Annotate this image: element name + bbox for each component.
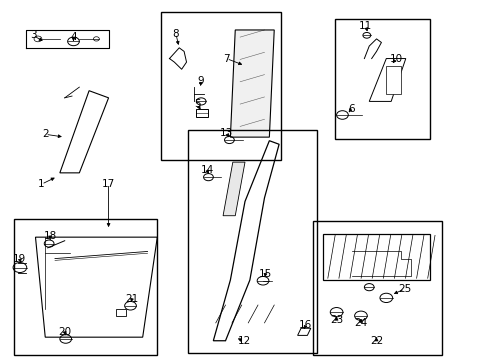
Text: 16: 16 [299,320,313,330]
Polygon shape [213,141,279,341]
FancyBboxPatch shape [386,66,401,94]
Polygon shape [297,328,311,336]
Text: 3: 3 [30,30,36,40]
Text: 13: 13 [220,128,233,138]
Text: 19: 19 [13,254,26,264]
Text: 11: 11 [359,21,372,31]
Polygon shape [230,30,274,137]
Text: 5: 5 [194,99,200,109]
Text: 14: 14 [200,165,214,175]
Text: 18: 18 [44,231,57,242]
Text: 22: 22 [370,336,383,346]
Text: 4: 4 [70,32,77,42]
Text: 17: 17 [102,179,115,189]
Polygon shape [60,91,109,173]
Polygon shape [223,162,245,216]
Text: 25: 25 [398,284,412,294]
Text: 20: 20 [58,327,71,337]
FancyBboxPatch shape [196,109,208,117]
FancyBboxPatch shape [116,309,125,316]
Text: 24: 24 [354,318,368,328]
Text: 21: 21 [125,294,139,303]
Text: 15: 15 [259,269,272,279]
Text: 10: 10 [390,54,403,64]
Text: 9: 9 [198,76,204,86]
Text: 1: 1 [38,179,45,189]
Polygon shape [35,237,157,337]
Text: 12: 12 [237,337,251,346]
Polygon shape [369,59,406,102]
Text: 7: 7 [223,54,230,64]
Text: 8: 8 [172,28,179,39]
Text: 6: 6 [348,104,355,113]
Polygon shape [323,234,430,280]
Text: 2: 2 [42,129,49,139]
Text: 23: 23 [330,315,343,325]
